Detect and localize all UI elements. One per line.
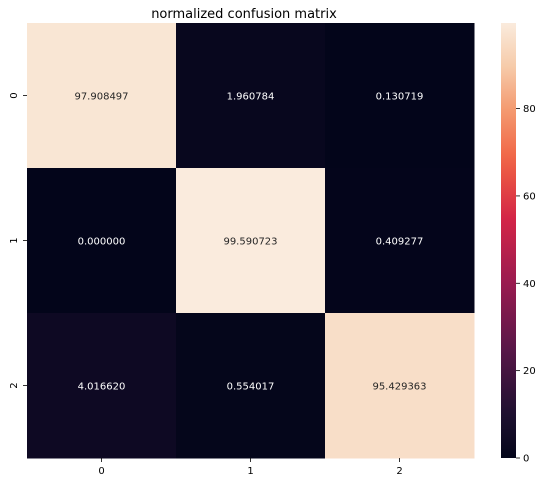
cell-label-1-0: 0.000000 [78, 237, 126, 248]
heatmap-cell-0-0 [27, 23, 177, 169]
colorbar-gradient [501, 23, 516, 458]
colorbar-tick-label-80: 80 [523, 104, 536, 115]
heatmap-cell-2-1 [176, 313, 326, 459]
x-tick-label-2: 2 [396, 466, 402, 477]
cell-label-1-2: 0.409277 [376, 237, 424, 248]
x-axis: 0 1 2 [98, 458, 403, 477]
colorbar: 0 20 40 60 80 [501, 23, 536, 465]
y-tick-label-1: 1 [9, 237, 20, 243]
heatmap-cell-1-2 [325, 168, 475, 314]
cell-label-0-2: 0.130719 [376, 92, 424, 103]
cell-label-2-1: 0.554017 [227, 382, 275, 393]
colorbar-tick-label-0: 0 [523, 454, 529, 465]
heatmap-cell-0-1 [176, 23, 326, 169]
heatmap-cells: 97.908497 1.960784 0.130719 0.000000 99.5907… [27, 23, 475, 459]
y-tick-label-0: 0 [9, 92, 20, 98]
cell-label-1-1: 99.590723 [223, 237, 277, 248]
x-tick-label-0: 0 [98, 466, 104, 477]
colorbar-tick-label-20: 20 [523, 366, 536, 377]
y-tick-label-2: 2 [9, 382, 20, 388]
heatmap-cell-0-2 [325, 23, 475, 169]
x-tick-label-1: 1 [247, 466, 253, 477]
cell-label-2-2: 95.429363 [372, 382, 426, 393]
y-axis: 0 1 2 [9, 92, 27, 389]
cell-label-0-0: 97.908497 [74, 92, 128, 103]
cell-label-2-0: 4.016620 [78, 382, 126, 393]
heatmap-cell-1-1 [176, 168, 326, 314]
colorbar-tick-label-60: 60 [523, 191, 536, 202]
heatmap-cell-2-0 [27, 313, 177, 459]
heatmap-cell-1-0 [27, 168, 177, 314]
chart-title: normalized confusion matrix [151, 7, 337, 22]
cell-label-0-1: 1.960784 [227, 92, 275, 103]
colorbar-tick-label-40: 40 [523, 279, 536, 290]
heatmap-cell-2-2 [325, 313, 475, 459]
